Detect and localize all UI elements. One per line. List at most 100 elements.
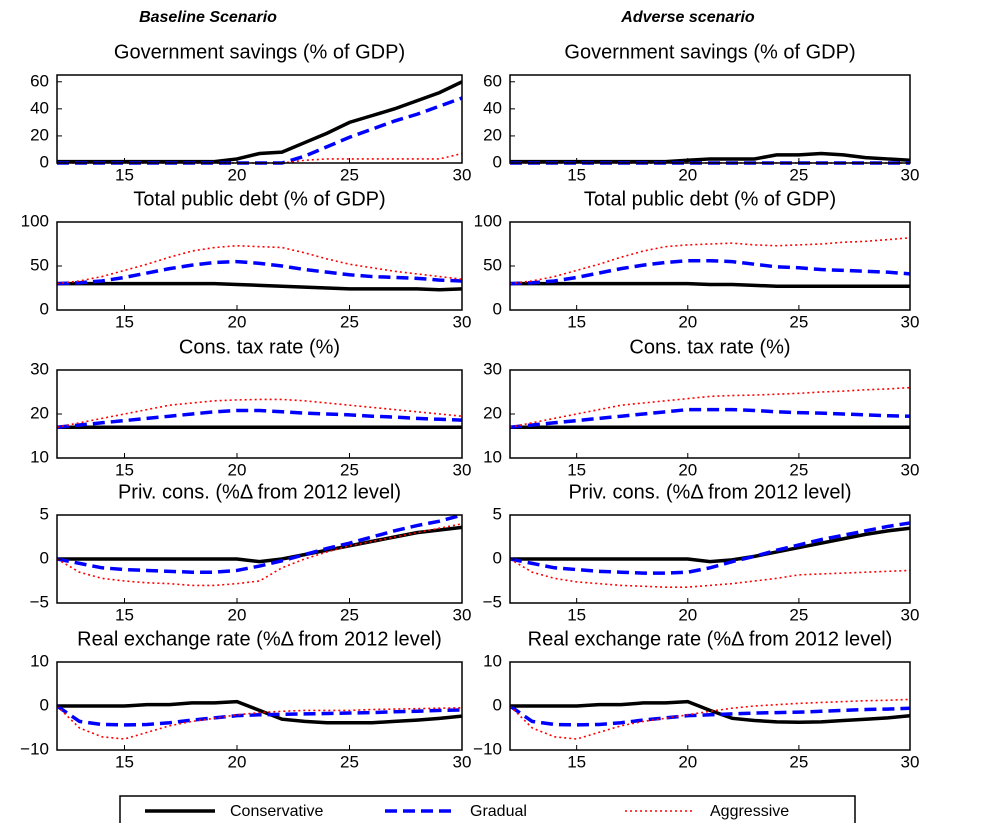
x-tick-label: 20	[678, 312, 697, 331]
legend-box	[119, 795, 856, 823]
y-tick-label: 0	[40, 299, 49, 318]
x-tick-label: 30	[453, 312, 472, 331]
x-tick-label: 15	[567, 312, 586, 331]
x-tick-label: 25	[340, 460, 359, 479]
y-tick-label: 0	[40, 152, 49, 171]
chart-title: Government savings (% of GDP)	[114, 41, 405, 63]
x-tick-label: 25	[789, 165, 808, 184]
series-line	[510, 258, 910, 286]
y-tick-label: 40	[30, 98, 49, 117]
x-tick-label: 20	[228, 165, 247, 184]
y-tick-label: −10	[473, 739, 502, 758]
series-line	[510, 281, 910, 288]
x-tick-label: 30	[453, 605, 472, 624]
x-tick-label: 30	[901, 165, 920, 184]
series-line	[510, 151, 910, 164]
chart-title: Cons. tax rate (%)	[629, 336, 790, 358]
column-title: Baseline Scenario	[139, 9, 277, 26]
y-tick-label: −5	[30, 592, 49, 611]
series-line	[57, 523, 462, 587]
x-tick-label: 20	[678, 605, 697, 624]
x-tick-label: 30	[901, 460, 920, 479]
series-line	[510, 558, 910, 588]
series-line	[510, 526, 910, 564]
x-tick-label: 25	[340, 165, 359, 184]
series-line	[510, 699, 910, 725]
x-tick-label: 30	[901, 312, 920, 331]
y-tick-label: 0	[40, 695, 49, 714]
x-tick-label: 20	[228, 605, 247, 624]
x-tick-label: 20	[228, 312, 247, 331]
x-tick-label: 20	[228, 460, 247, 479]
x-tick-label: 30	[901, 752, 920, 771]
x-tick-label: 15	[567, 165, 586, 184]
plot-frame	[509, 369, 911, 459]
plot-frame	[56, 74, 463, 164]
x-tick-label: 15	[115, 312, 134, 331]
series-line	[57, 281, 462, 292]
x-tick-label: 25	[789, 460, 808, 479]
legend-label: Gradual	[470, 803, 527, 820]
series-line	[57, 259, 462, 286]
y-tick-label: 0	[493, 548, 502, 567]
y-tick-label: 0	[493, 299, 502, 318]
y-tick-label: 20	[30, 125, 49, 144]
y-tick-label: 5	[40, 504, 49, 523]
plot-frame	[509, 221, 911, 311]
y-tick-label: 50	[30, 255, 49, 274]
series-line	[57, 80, 462, 164]
x-tick-label: 15	[115, 165, 134, 184]
y-tick-label: 50	[483, 255, 502, 274]
x-tick-label: 15	[115, 605, 134, 624]
x-tick-label: 30	[453, 460, 472, 479]
x-tick-label: 20	[678, 165, 697, 184]
chart-title: Total public debt (% of GDP)	[584, 188, 836, 210]
series-line	[510, 386, 910, 428]
y-tick-label: 0	[40, 548, 49, 567]
y-tick-label: 10	[483, 447, 502, 466]
x-tick-label: 30	[453, 165, 472, 184]
y-tick-label: −5	[483, 592, 502, 611]
series-line	[57, 705, 462, 740]
chart-title: Priv. cons. (%Δ from 2012 level)	[568, 481, 851, 503]
x-tick-label: 15	[115, 460, 134, 479]
chart-title: Total public debt (% of GDP)	[133, 188, 385, 210]
x-tick-label: 15	[567, 605, 586, 624]
y-tick-label: 40	[483, 98, 502, 117]
x-tick-label: 30	[901, 605, 920, 624]
y-tick-label: 100	[474, 211, 502, 230]
series-line	[57, 525, 462, 564]
y-tick-label: 0	[493, 152, 502, 171]
series-line	[57, 704, 462, 727]
x-tick-label: 25	[789, 605, 808, 624]
plot-frame	[509, 74, 911, 164]
x-tick-label: 15	[115, 752, 134, 771]
series-line	[510, 704, 910, 727]
plot-frame	[56, 369, 463, 459]
chart-title: Real exchange rate (%Δ from 2012 level)	[528, 628, 893, 650]
column-title: Adverse scenario	[620, 9, 755, 26]
chart-title: Priv. cons. (%Δ from 2012 level)	[118, 481, 401, 503]
series-line	[57, 244, 462, 285]
series-line	[57, 513, 462, 574]
y-tick-label: 30	[483, 359, 502, 378]
legend-label: Aggressive	[710, 803, 789, 820]
y-tick-label: 0	[493, 695, 502, 714]
y-tick-label: 30	[30, 359, 49, 378]
series-line	[57, 408, 462, 429]
x-tick-label: 25	[340, 312, 359, 331]
y-tick-label: 10	[30, 447, 49, 466]
x-tick-label: 15	[567, 460, 586, 479]
x-tick-label: 15	[567, 752, 586, 771]
y-tick-label: 60	[30, 71, 49, 90]
y-tick-label: 20	[483, 125, 502, 144]
series-line	[57, 398, 462, 428]
y-tick-label: 10	[483, 651, 502, 670]
series-line	[57, 699, 462, 725]
x-tick-label: 20	[678, 460, 697, 479]
y-tick-label: 100	[21, 211, 49, 230]
series-line	[510, 521, 910, 575]
x-tick-label: 25	[789, 752, 808, 771]
y-tick-label: 5	[493, 504, 502, 523]
chart-title: Cons. tax rate (%)	[179, 336, 340, 358]
